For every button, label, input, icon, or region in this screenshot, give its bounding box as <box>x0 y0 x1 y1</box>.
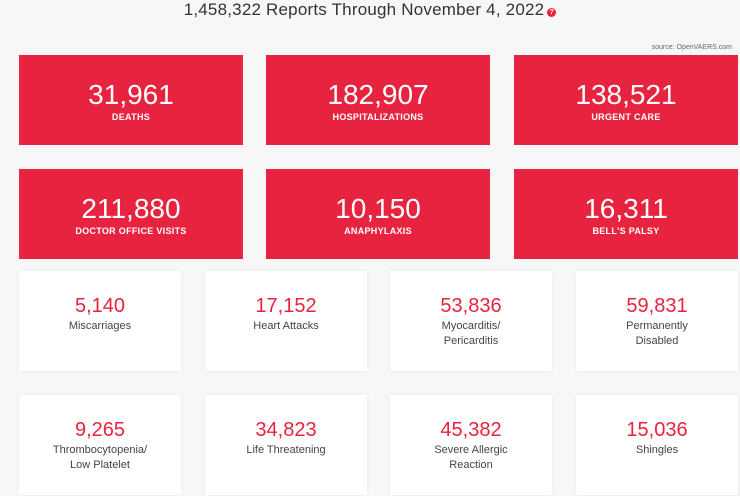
stat-value: 138,521 <box>575 79 677 110</box>
stat-card-shingles: 15,036 Shingles <box>576 395 738 495</box>
stat-label: Miscarriages <box>68 320 132 332</box>
stat-value: 15,036 <box>626 419 688 441</box>
stat-label: Myocarditis/ Pericarditis <box>441 320 501 347</box>
source-label: source: OpenVAERS.com <box>651 44 732 51</box>
stat-label: ANAPHYLAXIS <box>344 226 412 236</box>
stat-card-myocarditis: 53,836 Myocarditis/ Pericarditis <box>390 271 552 371</box>
stat-value: 34,823 <box>255 419 317 441</box>
stat-label: BELL'S PALSY <box>592 226 660 236</box>
stat-value: 5,140 <box>74 295 126 317</box>
stat-value: 211,880 <box>81 193 181 224</box>
help-icon[interactable]: ? <box>547 8 557 17</box>
stat-label: Life Threatening <box>246 444 326 456</box>
stat-card-doctor-office-visits: 211,880 DOCTOR OFFICE VISITS <box>19 169 243 259</box>
stat-card-thrombocytopenia: 9,265 Thrombocytopenia/ Low Platelet <box>19 395 181 495</box>
stat-value: 31,961 <box>88 79 174 110</box>
stat-card-heart-attacks: 17,152 Heart Attacks <box>205 271 367 371</box>
stat-card-deaths: 31,961 DEATHS <box>19 55 243 145</box>
page-title: 1,458,322 Reports Through November 4, 20… <box>0 0 740 20</box>
stat-card-anaphylaxis: 10,150 ANAPHYLAXIS <box>266 169 490 259</box>
stat-value: 45,382 <box>440 419 502 441</box>
stat-value: 53,836 <box>440 295 502 317</box>
stat-value: 16,311 <box>584 193 668 224</box>
stat-label: Heart Attacks <box>253 320 319 332</box>
page-title-text: 1,458,322 Reports Through November 4, 20… <box>183 0 545 19</box>
stat-label: Thrombocytopenia/ Low Platelet <box>52 444 148 471</box>
stat-value: 17,152 <box>255 295 317 317</box>
stat-label: DOCTOR OFFICE VISITS <box>75 226 187 236</box>
stat-card-bells-palsy: 16,311 BELL'S PALSY <box>514 169 738 259</box>
stat-card-hospitalizations: 182,907 HOSPITALIZATIONS <box>266 55 490 145</box>
stat-card-life-threatening: 34,823 Life Threatening <box>205 395 367 495</box>
stat-label: DEATHS <box>111 112 151 122</box>
stat-value: 182,907 <box>327 79 429 110</box>
stat-label: HOSPITALIZATIONS <box>332 112 424 122</box>
stat-label: Permanently Disabled <box>626 320 688 347</box>
stat-card-miscarriages: 5,140 Miscarriages <box>19 271 181 371</box>
stat-label: Shingles <box>635 444 679 456</box>
stat-value: 10,150 <box>335 193 421 224</box>
stat-label: URGENT CARE <box>591 112 661 122</box>
stat-card-severe-allergic-reaction: 45,382 Severe Allergic Reaction <box>390 395 552 495</box>
stat-value: 59,831 <box>626 295 688 317</box>
stat-card-urgent-care: 138,521 URGENT CARE <box>514 55 738 145</box>
stat-label: Severe Allergic Reaction <box>434 444 508 471</box>
stat-card-permanently-disabled: 59,831 Permanently Disabled <box>576 271 738 371</box>
stat-value: 9,265 <box>74 419 126 441</box>
